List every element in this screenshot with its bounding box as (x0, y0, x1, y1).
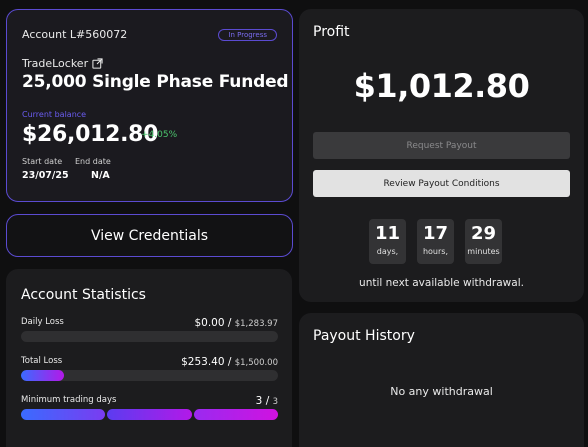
trading-day-segment (107, 409, 192, 420)
trading-days-label: Minimum trading days (21, 395, 117, 405)
account-statistics-card: Account Statistics Daily Loss $0.00 / $1… (6, 269, 292, 447)
countdown-hours-unit: hours, (422, 247, 449, 256)
trading-days-progress (21, 409, 278, 420)
start-date-value: 23/07/25 (22, 170, 69, 181)
status-badge: In Progress (218, 29, 277, 41)
countdown-days-value: 11 (374, 223, 401, 244)
platform-link[interactable]: TradeLocker (22, 57, 103, 70)
countdown-days-unit: days, (376, 247, 399, 256)
end-date-value: N/A (91, 170, 110, 181)
daily-loss-amount: $0.00 (194, 317, 225, 329)
request-payout-button[interactable]: Request Payout (313, 132, 570, 159)
trading-days-sep: / (262, 395, 273, 407)
payout-history-empty: No any withdrawal (390, 385, 493, 398)
trading-day-segment (21, 409, 106, 420)
daily-loss-progress (21, 331, 278, 342)
total-loss-fill (21, 370, 65, 381)
profit-card: Profit $1,012.80 Request Payout Review P… (299, 9, 584, 302)
end-date-label: End date (75, 157, 111, 166)
countdown-minutes-value: 29 (470, 223, 497, 244)
payout-history-card: Payout History No any withdrawal (299, 313, 584, 447)
withdrawal-countdown-text: until next available withdrawal. (359, 277, 524, 289)
total-loss-sep: / (224, 356, 235, 368)
account-card: Account L#560072 In Progress TradeLocker… (6, 9, 293, 202)
start-date: Start date 23/07/25 (22, 157, 69, 181)
total-loss-limit: $1,500.00 (234, 358, 278, 368)
trading-days-count: 3 (255, 395, 263, 407)
end-date: End date N/A (75, 157, 111, 181)
daily-loss-sep: / (224, 317, 235, 329)
profit-title: Profit (313, 24, 350, 40)
countdown-minutes-unit: minutes (467, 247, 500, 256)
countdown-hours: 17 hours, (417, 219, 454, 264)
payout-history-title: Payout History (313, 328, 415, 344)
balance-label: Current balance (22, 110, 87, 119)
account-number: Account L#560072 (22, 28, 128, 41)
total-loss-amount: $253.40 (181, 356, 225, 368)
profit-amount: $1,012.80 (353, 67, 530, 105)
view-credentials-button[interactable]: View Credentials (6, 214, 293, 257)
daily-loss-value: $0.00 / $1,283.97 (194, 317, 278, 329)
total-loss-value: $253.40 / $1,500.00 (181, 356, 278, 368)
balance-change: +4.05% (141, 130, 178, 140)
external-link-icon[interactable] (92, 58, 103, 69)
countdown-minutes: 29 minutes (465, 219, 502, 264)
daily-loss-limit: $1,283.97 (234, 319, 278, 329)
daily-loss-label: Daily Loss (21, 317, 64, 327)
total-loss-label: Total Loss (21, 356, 63, 366)
countdown-hours-value: 17 (422, 223, 449, 244)
balance-value: $26,012.80 (22, 122, 159, 147)
countdown-days: 11 days, (369, 219, 406, 264)
stats-title: Account Statistics (21, 287, 146, 303)
trading-days-required: 3 (272, 397, 278, 407)
start-date-label: Start date (22, 157, 63, 166)
platform-label: TradeLocker (22, 57, 89, 70)
trading-days-value: 3 / 3 (256, 395, 278, 407)
plan-name: 25,000 Single Phase Funded (22, 72, 289, 92)
total-loss-progress (21, 370, 278, 381)
trading-day-segment (193, 409, 278, 420)
review-payout-conditions-button[interactable]: Review Payout Conditions (313, 170, 570, 197)
